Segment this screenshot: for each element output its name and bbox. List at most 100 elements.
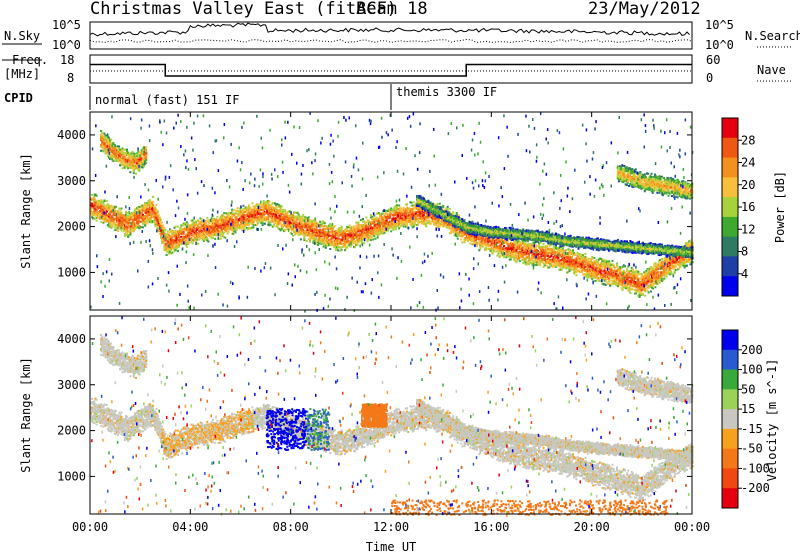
power-cell xyxy=(334,225,336,227)
power-cell xyxy=(212,221,214,223)
freq-panel xyxy=(90,55,692,83)
power-cell xyxy=(274,222,276,224)
power-cell xyxy=(188,242,190,244)
freq-tick-high: 18 xyxy=(60,53,74,67)
power-cell xyxy=(249,208,251,210)
power-cell xyxy=(298,234,300,236)
power-cell xyxy=(121,208,123,210)
power-cell xyxy=(417,224,419,226)
power-cell xyxy=(447,206,449,208)
power-cell xyxy=(406,224,408,226)
power-cell xyxy=(319,229,321,231)
power-cell xyxy=(350,246,352,248)
power-cell xyxy=(403,226,405,228)
power-cell xyxy=(385,210,387,212)
power-cell xyxy=(151,213,153,215)
power-cell xyxy=(206,217,208,219)
power-cell xyxy=(314,231,316,233)
power-cell xyxy=(106,200,108,202)
power-cell xyxy=(267,218,269,220)
nave-tick-low: 0 xyxy=(706,71,713,85)
power-cell xyxy=(283,213,285,215)
power-cell xyxy=(370,226,372,228)
power-cell xyxy=(206,238,208,240)
power-cell xyxy=(365,217,367,219)
nsky-label: N.Sky xyxy=(4,29,40,43)
power-cell xyxy=(442,205,444,207)
power-cell xyxy=(236,216,238,218)
power-cell xyxy=(136,215,138,217)
power-cell xyxy=(341,226,343,228)
power-cell xyxy=(196,237,198,239)
power-cell xyxy=(228,231,230,233)
nsky-tick-high: 10^5 xyxy=(52,18,81,32)
power-cell xyxy=(371,236,373,238)
power-cell xyxy=(449,228,451,230)
power-cell xyxy=(354,246,356,248)
power-cell xyxy=(469,243,471,245)
power-cell xyxy=(447,208,449,210)
power-cell xyxy=(264,223,266,225)
nave-label: Nave xyxy=(757,63,786,77)
power-cell xyxy=(349,225,351,227)
power-cell xyxy=(362,218,364,220)
power-cell xyxy=(223,212,225,214)
power-cell xyxy=(450,232,452,234)
power-cell xyxy=(99,212,101,214)
power-cell xyxy=(309,240,311,242)
power-cell xyxy=(233,214,235,216)
power-cell xyxy=(319,221,321,223)
power-cell xyxy=(458,234,460,236)
power-cell xyxy=(266,210,268,212)
power-cell xyxy=(171,252,173,254)
power-cell xyxy=(111,206,113,208)
power-cell xyxy=(195,221,197,223)
power-cell xyxy=(300,238,302,240)
power-cell xyxy=(99,211,101,213)
power-cell xyxy=(216,216,218,218)
power-cell xyxy=(308,216,310,218)
power-cell xyxy=(361,241,363,243)
power-cell xyxy=(452,211,454,213)
power-cell xyxy=(413,201,415,203)
power-cell xyxy=(413,226,415,228)
power-cell xyxy=(403,207,405,209)
power-cell xyxy=(114,222,116,224)
power-cell xyxy=(118,228,120,230)
power-cell xyxy=(397,225,399,227)
power-cell xyxy=(167,236,169,238)
power-cell xyxy=(374,238,376,240)
power-cell xyxy=(461,241,463,243)
power-cell xyxy=(257,222,259,224)
power-cell xyxy=(297,212,299,214)
power-cell xyxy=(227,219,229,221)
freq-trace xyxy=(90,65,692,76)
power-cell xyxy=(251,202,253,204)
power-cell xyxy=(242,205,244,207)
nsky-trace xyxy=(90,23,690,36)
power-cell xyxy=(126,232,128,234)
power-cell xyxy=(102,222,104,224)
power-cell xyxy=(363,242,365,244)
power-cell xyxy=(324,222,326,224)
power-cell xyxy=(157,210,159,212)
power-cell xyxy=(227,233,229,235)
power-cell xyxy=(127,236,129,238)
power-cell xyxy=(233,209,235,211)
power-cell xyxy=(152,201,154,203)
power-cell xyxy=(123,223,125,225)
power-cell xyxy=(373,221,375,223)
power-cell xyxy=(372,239,374,241)
power-cell xyxy=(207,241,209,243)
power-cell xyxy=(280,221,282,223)
power-cell xyxy=(191,237,193,239)
power-cell xyxy=(299,216,301,218)
power-cell xyxy=(430,223,432,225)
power-heatmap-cells xyxy=(90,112,694,313)
power-cell xyxy=(270,224,272,226)
power-cell xyxy=(140,226,142,228)
power-cell xyxy=(279,204,281,206)
power-cell xyxy=(482,246,484,248)
power-cell xyxy=(449,224,451,226)
power-cell xyxy=(159,221,161,223)
